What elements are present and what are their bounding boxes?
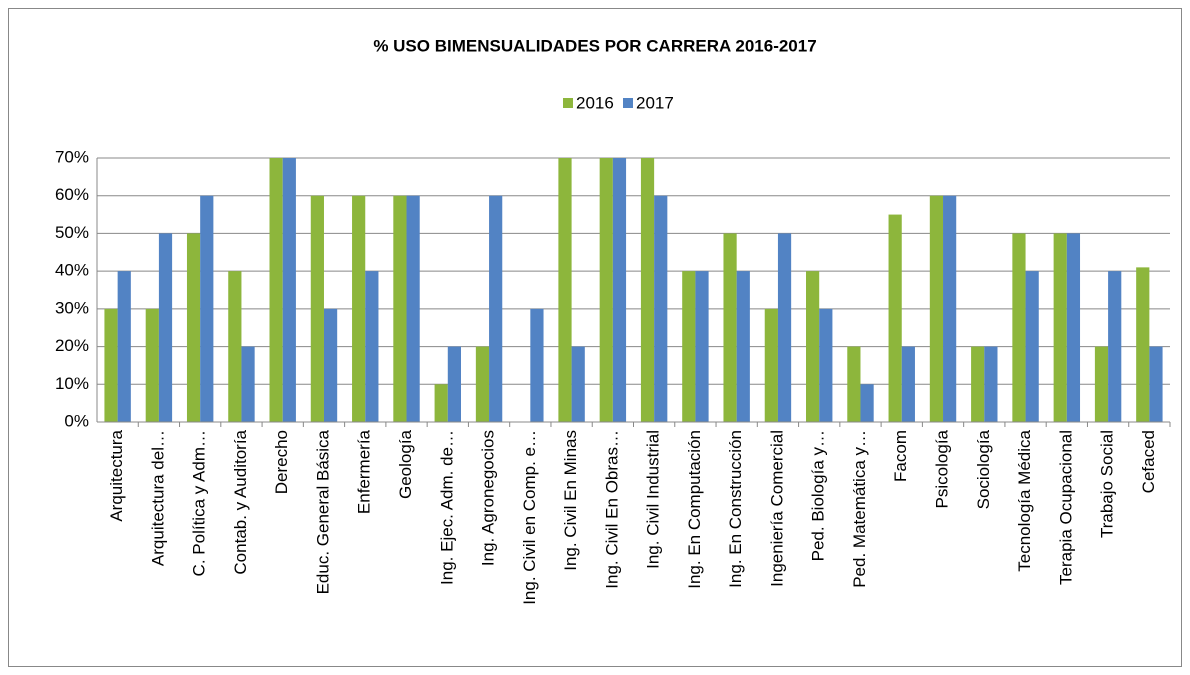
bar: [434, 384, 448, 422]
bar: [530, 308, 544, 422]
x-tick-label: Arquitectura: [107, 429, 126, 521]
bar: [984, 346, 998, 422]
legend-label: 2016: [576, 93, 614, 112]
y-tick-label: 30%: [55, 298, 89, 317]
x-tick-label: Cefaced: [1139, 430, 1158, 493]
bar: [393, 195, 407, 422]
bar: [447, 346, 461, 422]
x-tick-label: Arquitectura del…: [148, 430, 167, 566]
bar: [158, 233, 173, 422]
x-tick-label: Sociología: [974, 429, 993, 509]
y-tick-label: 10%: [55, 374, 89, 393]
bar: [145, 308, 159, 422]
x-tick-label: Facom: [891, 430, 910, 482]
bar: [228, 271, 242, 422]
y-tick-label: 40%: [55, 261, 89, 280]
x-tick-label: Ing. Ejec. Adm. de…: [437, 430, 456, 585]
bar: [1053, 233, 1067, 422]
y-tick-label: 0%: [64, 411, 89, 430]
y-tick-label: 50%: [55, 223, 89, 242]
bar: [406, 195, 420, 422]
bar: [117, 271, 131, 422]
bar: [365, 271, 379, 422]
bar: [777, 233, 792, 422]
bar: [1149, 346, 1163, 422]
bar: [860, 384, 874, 422]
bar: [200, 195, 214, 422]
bar: [764, 308, 778, 422]
bar: [640, 158, 655, 422]
x-tick-label: Ing. Agronegocios: [479, 430, 498, 566]
bar: [612, 158, 627, 422]
x-tick-label: Contab. y Auditoría: [231, 429, 250, 574]
bar: [723, 233, 737, 422]
x-tick-label: Ped. Matemática y…: [850, 430, 869, 588]
bar: [929, 195, 944, 422]
x-tick-label: C. Política y Adm…: [190, 430, 209, 576]
bar: [819, 308, 833, 422]
bar: [654, 195, 668, 422]
bar: [1012, 233, 1026, 422]
x-tick-label: Terapia Ocupacional: [1056, 430, 1075, 585]
x-tick-label: Enfermería: [355, 429, 374, 514]
legend-label: 2017: [636, 93, 674, 112]
bar: [475, 346, 490, 422]
bar: [599, 158, 613, 422]
bar: [104, 308, 118, 422]
x-tick-label: Geología: [396, 429, 415, 499]
x-tick-label: Trabajo Social: [1098, 430, 1117, 538]
bar: [571, 346, 585, 422]
x-tick-label: Psicología: [933, 429, 952, 508]
x-tick-label: Ingeniería Comercial: [767, 430, 786, 587]
bar: [1025, 271, 1039, 422]
x-tick-label: Ing. En Construcción: [726, 430, 745, 588]
bar: [282, 158, 296, 422]
x-tick-label: Ing. Civil Industrial: [644, 430, 663, 569]
bar: [1108, 271, 1122, 422]
x-tick-label: Ing. Civil En Obras…: [602, 430, 621, 589]
y-tick-label: 60%: [55, 185, 89, 204]
legend-swatch: [563, 98, 573, 108]
bar: [847, 346, 861, 422]
x-tick-label: Ing. Civil en Comp. e…: [520, 430, 539, 605]
x-tick-label: Tecnología Médica: [1015, 429, 1034, 571]
bar: [269, 158, 283, 422]
bar: [186, 233, 201, 422]
bar: [310, 195, 324, 422]
x-tick-label: Derecho: [272, 430, 291, 494]
bar: [971, 346, 985, 422]
bar: [888, 214, 902, 422]
y-tick-label: 70%: [55, 147, 89, 166]
bar: [558, 158, 572, 422]
bar: [489, 195, 503, 422]
bar: [695, 271, 709, 422]
x-tick-label: Educ. General Básica: [313, 429, 332, 594]
y-tick-label: 20%: [55, 336, 89, 355]
bar: [241, 346, 255, 422]
bar: [736, 271, 750, 422]
x-tick-label: Ped. Biología y…: [809, 430, 828, 561]
bar: [682, 271, 696, 422]
bar: [1094, 346, 1109, 422]
bar: [943, 195, 957, 422]
chart-title: % USO BIMENSUALIDADES POR CARRERA 2016-2…: [373, 36, 816, 55]
bar: [806, 271, 820, 422]
x-tick-label: Ing. Civil En Minas: [561, 430, 580, 571]
legend-swatch: [623, 98, 633, 108]
x-tick-label: Ing. En Computación: [685, 430, 704, 589]
bar: [901, 346, 915, 422]
bar: [323, 308, 338, 422]
bar: [1136, 267, 1150, 422]
bar: [352, 195, 366, 422]
bar: [1066, 233, 1081, 422]
